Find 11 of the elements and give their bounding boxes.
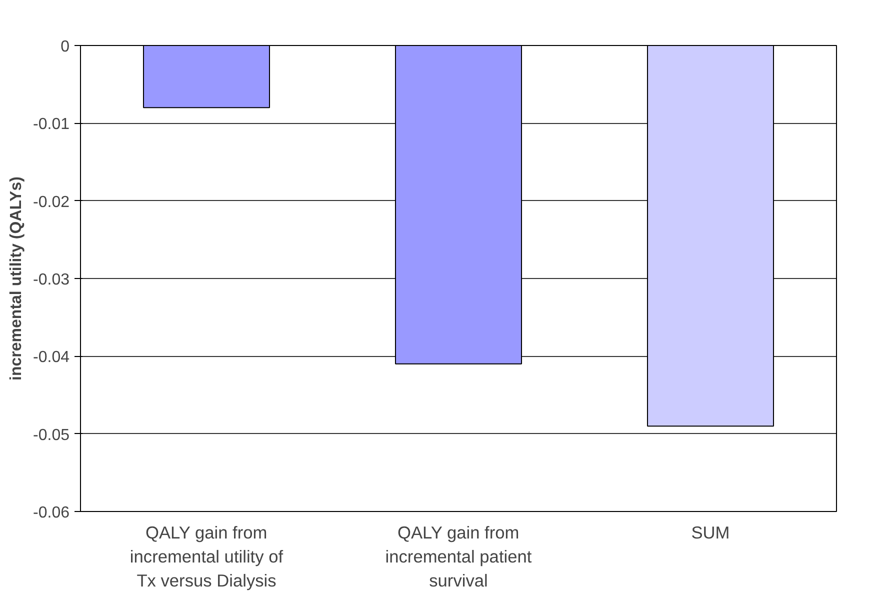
y-tick-label: -0.02 <box>33 194 70 211</box>
x-tick-label: QALY gain from incremental patient survival <box>385 522 532 590</box>
y-tick-label: -0.01 <box>33 116 70 134</box>
y-tick-label: -0.06 <box>33 504 70 522</box>
y-tick-label: -0.04 <box>33 349 70 366</box>
x-tick-label: SUM <box>691 522 730 542</box>
y-tick-label: -0.05 <box>33 426 70 444</box>
y-axis-title: incremental utility (QALYs) <box>8 176 26 380</box>
y-tick-label: -0.03 <box>33 272 70 288</box>
x-tick-label: QALY gain from incremental utility of Tx versus Dialysis <box>130 522 284 590</box>
y-tick-label: 0 <box>60 38 70 56</box>
